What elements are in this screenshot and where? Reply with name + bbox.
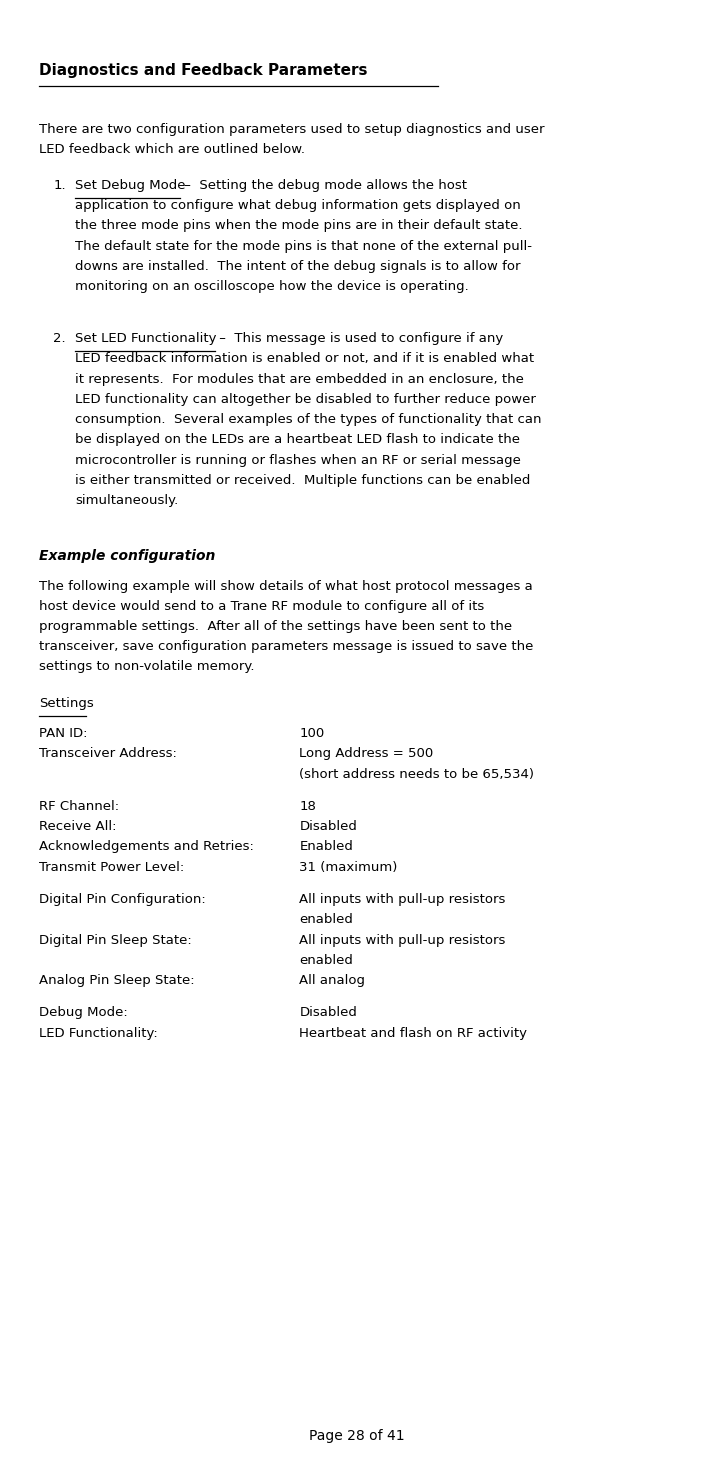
Text: Transceiver Address:: Transceiver Address:	[39, 748, 177, 761]
Text: Page 28 of 41: Page 28 of 41	[309, 1429, 404, 1444]
Text: –  Setting the debug mode allows the host: – Setting the debug mode allows the host	[180, 179, 468, 192]
Text: programmable settings.  After all of the settings have been sent to the: programmable settings. After all of the …	[39, 620, 513, 633]
Text: All analog: All analog	[299, 973, 366, 987]
Text: LED feedback which are outlined below.: LED feedback which are outlined below.	[39, 144, 305, 157]
Text: Long Address = 500: Long Address = 500	[299, 748, 434, 761]
Text: Settings: Settings	[39, 696, 94, 710]
Text: RF Channel:: RF Channel:	[39, 800, 119, 814]
Text: The following example will show details of what host protocol messages a: The following example will show details …	[39, 579, 533, 592]
Text: Diagnostics and Feedback Parameters: Diagnostics and Feedback Parameters	[39, 63, 368, 78]
Text: Digital Pin Configuration:: Digital Pin Configuration:	[39, 893, 206, 906]
Text: enabled: enabled	[299, 954, 354, 966]
Text: enabled: enabled	[299, 913, 354, 927]
Text: Set LED Functionality: Set LED Functionality	[75, 333, 216, 345]
Text: microcontroller is running or flashes when an RF or serial message: microcontroller is running or flashes wh…	[75, 453, 520, 466]
Text: LED Functionality:: LED Functionality:	[39, 1026, 158, 1039]
Text: downs are installed.  The intent of the debug signals is to allow for: downs are installed. The intent of the d…	[75, 259, 520, 273]
Text: it represents.  For modules that are embedded in an enclosure, the: it represents. For modules that are embe…	[75, 372, 524, 386]
Text: monitoring on an oscilloscope how the device is operating.: monitoring on an oscilloscope how the de…	[75, 280, 468, 293]
Text: 100: 100	[299, 727, 324, 740]
Text: LED feedback information is enabled or not, and if it is enabled what: LED feedback information is enabled or n…	[75, 352, 534, 365]
Text: Analog Pin Sleep State:: Analog Pin Sleep State:	[39, 973, 195, 987]
Text: Digital Pin Sleep State:: Digital Pin Sleep State:	[39, 934, 192, 947]
Text: The default state for the mode pins is that none of the external pull-: The default state for the mode pins is t…	[75, 239, 532, 252]
Text: settings to non-volatile memory.: settings to non-volatile memory.	[39, 661, 255, 673]
Text: LED functionality can altogether be disabled to further reduce power: LED functionality can altogether be disa…	[75, 393, 535, 406]
Text: Heartbeat and flash on RF activity: Heartbeat and flash on RF activity	[299, 1026, 528, 1039]
Text: Disabled: Disabled	[299, 1006, 357, 1019]
Text: Enabled: Enabled	[299, 840, 354, 853]
Text: Receive All:: Receive All:	[39, 821, 117, 833]
Text: transceiver, save configuration parameters message is issued to save the: transceiver, save configuration paramete…	[39, 641, 533, 654]
Text: simultaneously.: simultaneously.	[75, 494, 178, 507]
Text: application to configure what debug information gets displayed on: application to configure what debug info…	[75, 199, 520, 213]
Text: Debug Mode:: Debug Mode:	[39, 1006, 128, 1019]
Text: Transmit Power Level:: Transmit Power Level:	[39, 861, 185, 874]
Text: All inputs with pull-up resistors: All inputs with pull-up resistors	[299, 934, 506, 947]
Text: (short address needs to be 65,534): (short address needs to be 65,534)	[299, 768, 535, 781]
Text: consumption.  Several examples of the types of functionality that can: consumption. Several examples of the typ…	[75, 413, 541, 427]
Text: Acknowledgements and Retries:: Acknowledgements and Retries:	[39, 840, 254, 853]
Text: Set Debug Mode: Set Debug Mode	[75, 179, 185, 192]
Text: be displayed on the LEDs are a heartbeat LED flash to indicate the: be displayed on the LEDs are a heartbeat…	[75, 434, 520, 446]
Text: the three mode pins when the mode pins are in their default state.: the three mode pins when the mode pins a…	[75, 220, 523, 232]
Text: There are two configuration parameters used to setup diagnostics and user: There are two configuration parameters u…	[39, 123, 545, 136]
Text: 2.: 2.	[53, 333, 66, 345]
Text: 18: 18	[299, 800, 317, 814]
Text: is either transmitted or received.  Multiple functions can be enabled: is either transmitted or received. Multi…	[75, 474, 530, 487]
Text: All inputs with pull-up resistors: All inputs with pull-up resistors	[299, 893, 506, 906]
Text: 31 (maximum): 31 (maximum)	[299, 861, 398, 874]
Text: 1.: 1.	[53, 179, 66, 192]
Text: Disabled: Disabled	[299, 821, 357, 833]
Text: –  This message is used to configure if any: – This message is used to configure if a…	[215, 333, 503, 345]
Text: PAN ID:: PAN ID:	[39, 727, 88, 740]
Text: host device would send to a Trane RF module to configure all of its: host device would send to a Trane RF mod…	[39, 600, 484, 613]
Text: Example configuration: Example configuration	[39, 550, 215, 563]
